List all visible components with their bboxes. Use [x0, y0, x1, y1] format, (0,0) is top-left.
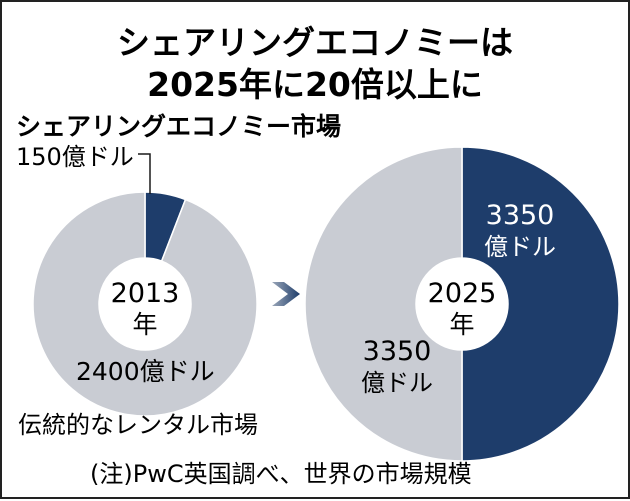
year-label-2025-line-2: 年 [449, 310, 474, 339]
pie-hole-2025 [416, 258, 508, 350]
year-label-2013-line-1: 2013 [111, 278, 180, 309]
chart-title-line-2: 2025年に20倍以上に [147, 65, 483, 104]
value-label-2025-sharing-line-1: 3350 [486, 200, 555, 231]
pie-hole-2013 [99, 258, 191, 350]
legend-sharing-label: シェアリングエコノミー市場 [16, 112, 341, 141]
value-label-2025-sharing-line-2: 億ドル [484, 233, 556, 261]
value-label-2013-traditional: 2400億ドル [76, 357, 215, 386]
chart-title-line-1: シェアリングエコノミーは [117, 23, 513, 62]
pie-2025 [304, 146, 620, 462]
source-note: (注)PwC英国調べ、世界の市場規模 [90, 460, 472, 488]
legend-traditional-label: 伝統的なレンタル市場 [18, 411, 258, 439]
value-label-2025-traditional-line-2: 億ドル [361, 369, 433, 397]
year-label-2013-line-2: 年 [132, 310, 157, 339]
year-label-2025-line-1: 2025 [428, 278, 497, 309]
value-label-2025-traditional-line-1: 3350 [363, 336, 432, 367]
pie-2013 [32, 191, 258, 417]
value-label-2013-sharing: 150億ドル [16, 143, 134, 171]
arrow-icon [272, 282, 300, 306]
leader-line-150 [138, 153, 151, 194]
